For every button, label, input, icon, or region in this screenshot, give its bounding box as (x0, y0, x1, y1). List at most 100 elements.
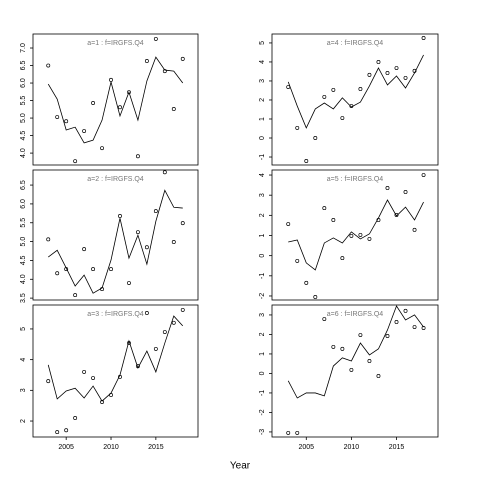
data-point (144, 245, 149, 250)
data-point (295, 125, 300, 130)
data-point (394, 66, 399, 70)
y-tick-label: 5.0 (20, 113, 27, 123)
x-tick-label: 2015 (148, 444, 164, 451)
data-point (180, 307, 185, 312)
data-point (171, 240, 176, 244)
y-tick-label: 4 (259, 60, 266, 64)
data-point (313, 295, 318, 299)
x-axis-label: Year (230, 461, 251, 472)
plot-frame (271, 169, 439, 301)
data-point (286, 430, 291, 435)
y-tick-label: 6.5 (20, 180, 27, 190)
data-point (55, 115, 60, 119)
data-point (403, 75, 408, 80)
y-tick-label: 0 (259, 254, 266, 258)
data-point (403, 190, 408, 194)
data-point (135, 154, 140, 159)
y-tick-label: -1 (259, 154, 266, 160)
data-point (180, 221, 185, 226)
y-tick-label: 2 (259, 332, 266, 336)
y-tick-label: 1 (259, 352, 266, 356)
data-point (421, 36, 426, 40)
data-point (73, 293, 78, 298)
data-point (322, 94, 327, 99)
y-tick-label: 1 (259, 233, 266, 237)
data-point (171, 107, 176, 111)
data-point (358, 333, 363, 337)
data-point (46, 379, 51, 384)
x-tick-label: 2015 (389, 444, 405, 451)
data-point (385, 71, 390, 75)
data-point (162, 330, 167, 334)
y-tick-label: 4.5 (20, 255, 27, 265)
panel-title: a=4 : f=IRGFS.Q4 (327, 40, 384, 47)
plot-frame (32, 33, 199, 166)
y-tick-label: 4.5 (20, 131, 27, 141)
data-point (394, 320, 399, 324)
y-tick-label: -1 (259, 273, 266, 279)
series-line (287, 54, 424, 129)
data-point (118, 105, 122, 110)
data-point (180, 56, 185, 61)
data-point (394, 212, 399, 217)
y-tick-label: 4 (259, 173, 266, 177)
data-point (286, 222, 291, 226)
data-point (295, 258, 300, 263)
data-point (82, 247, 87, 252)
data-point (109, 77, 113, 82)
x-tick-label: 2005 (58, 444, 74, 451)
data-point (331, 87, 336, 92)
data-point (171, 320, 176, 325)
y-tick-label: 6.5 (20, 61, 27, 71)
y-tick-label: 5 (259, 41, 266, 45)
y-tick-label: -2 (259, 409, 266, 415)
data-point (385, 185, 390, 190)
data-point (367, 359, 372, 363)
data-point (403, 308, 408, 313)
data-point (340, 256, 345, 261)
data-point (100, 146, 104, 151)
data-point (367, 72, 372, 77)
data-point (73, 416, 78, 420)
data-point (304, 280, 309, 285)
data-point (322, 317, 327, 321)
data-point (331, 218, 336, 222)
y-tick-label: 0 (259, 136, 266, 140)
data-point (376, 374, 381, 378)
panel-title: a=6 : f=IRGFS.Q4 (327, 311, 384, 318)
plot-frame (32, 304, 199, 438)
x-tick-label: 2010 (344, 444, 360, 451)
y-tick-label: 2 (20, 419, 27, 423)
y-tick-label: 2 (259, 213, 266, 217)
data-point (135, 230, 140, 235)
data-point (153, 346, 158, 351)
plot-frame (271, 33, 439, 166)
y-tick-label: 3 (259, 193, 266, 197)
data-point (91, 101, 96, 105)
data-point (322, 206, 327, 211)
y-tick-label: 1 (259, 117, 266, 121)
series-line (47, 315, 184, 402)
x-tick-label: 2010 (103, 444, 119, 451)
y-tick-label: 5.0 (20, 237, 27, 247)
data-point (385, 334, 390, 338)
data-point (64, 428, 69, 433)
data-point (91, 267, 96, 272)
data-point (421, 173, 426, 177)
data-point (358, 86, 363, 91)
y-tick-label: 4 (20, 358, 27, 362)
data-point (358, 232, 363, 237)
data-point (127, 281, 131, 285)
y-tick-label: -3 (259, 429, 266, 435)
y-tick-label: 5.5 (20, 218, 27, 228)
panel-title: a=3 : f=IRGFS.Q4 (87, 311, 144, 318)
data-point (118, 214, 122, 218)
data-point (82, 369, 87, 374)
data-point (349, 233, 354, 238)
y-tick-label: 3 (259, 313, 266, 317)
data-point (340, 116, 345, 120)
data-point (162, 170, 167, 175)
data-point (412, 325, 417, 329)
series-line (288, 199, 424, 271)
